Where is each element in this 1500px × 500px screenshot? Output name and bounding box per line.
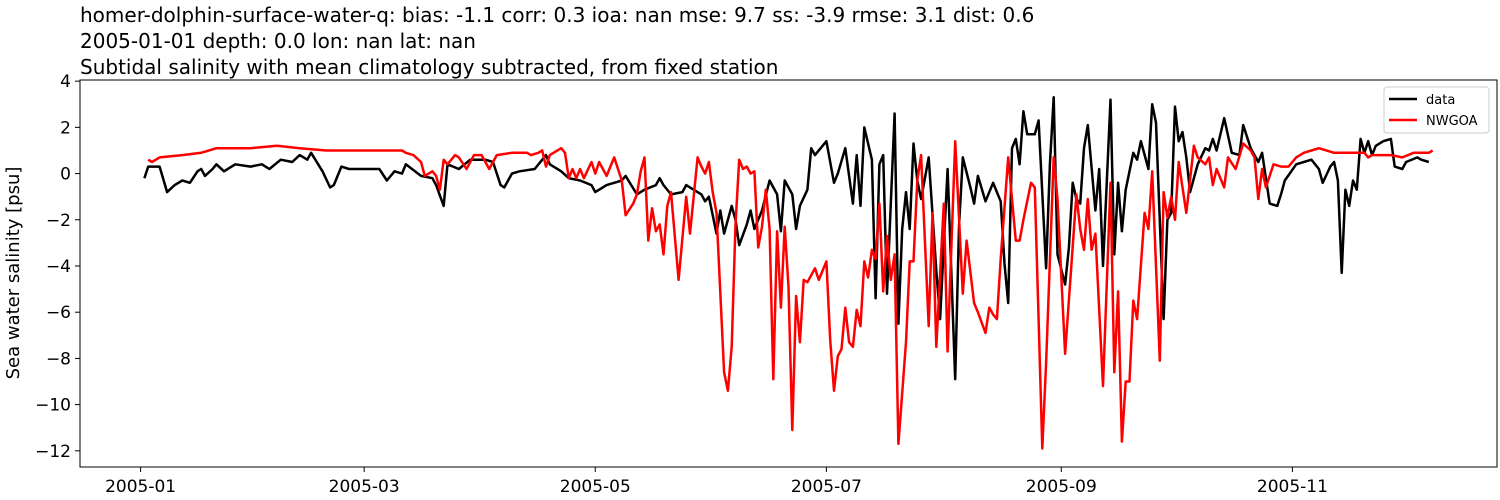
x-tick-label: 2005-01 xyxy=(105,477,176,497)
series-layer xyxy=(143,96,1434,450)
chart-title-line-2: 2005-01-01 depth: 0.0 lon: nan lat: nan xyxy=(80,29,476,53)
x-tick-label: 2005-09 xyxy=(1026,477,1097,497)
y-tick-label: −12 xyxy=(35,442,71,462)
ticks-layer: 2005-01 2005-03 2005-05 2005-07 2005-09 2005-… xyxy=(35,72,1328,497)
plot-frame xyxy=(79,79,1498,468)
y-tick-label: −4 xyxy=(46,257,71,277)
x-tick-label: 2005-03 xyxy=(329,477,400,497)
legend: data NWGOA xyxy=(1383,86,1490,134)
y-tick-label: −2 xyxy=(46,211,71,231)
chart-title-line-1: homer-dolphin-surface-water-q: bias: -1.… xyxy=(80,3,1035,27)
y-tick-label: 2 xyxy=(60,118,71,138)
y-tick-label: 0 xyxy=(60,165,71,185)
y-tick-label: −8 xyxy=(46,349,71,369)
y-tick-label: 4 xyxy=(60,72,71,92)
x-tick-label: 2005-11 xyxy=(1257,477,1328,497)
x-tick-label: 2005-05 xyxy=(560,477,631,497)
series-line-data xyxy=(143,96,1430,381)
x-tick-label: 2005-07 xyxy=(791,477,862,497)
y-axis-label: Sea water salinity [psu] xyxy=(3,167,24,380)
series-line-nwgoa xyxy=(147,139,1434,450)
y-tick-label: −6 xyxy=(46,303,71,323)
legend-label-nwgoa: NWGOA xyxy=(1426,114,1478,129)
chart-title-line-3: Subtidal salinity with mean climatology … xyxy=(80,55,779,79)
y-tick-label: −10 xyxy=(35,396,71,416)
legend-label-data: data xyxy=(1426,93,1455,108)
